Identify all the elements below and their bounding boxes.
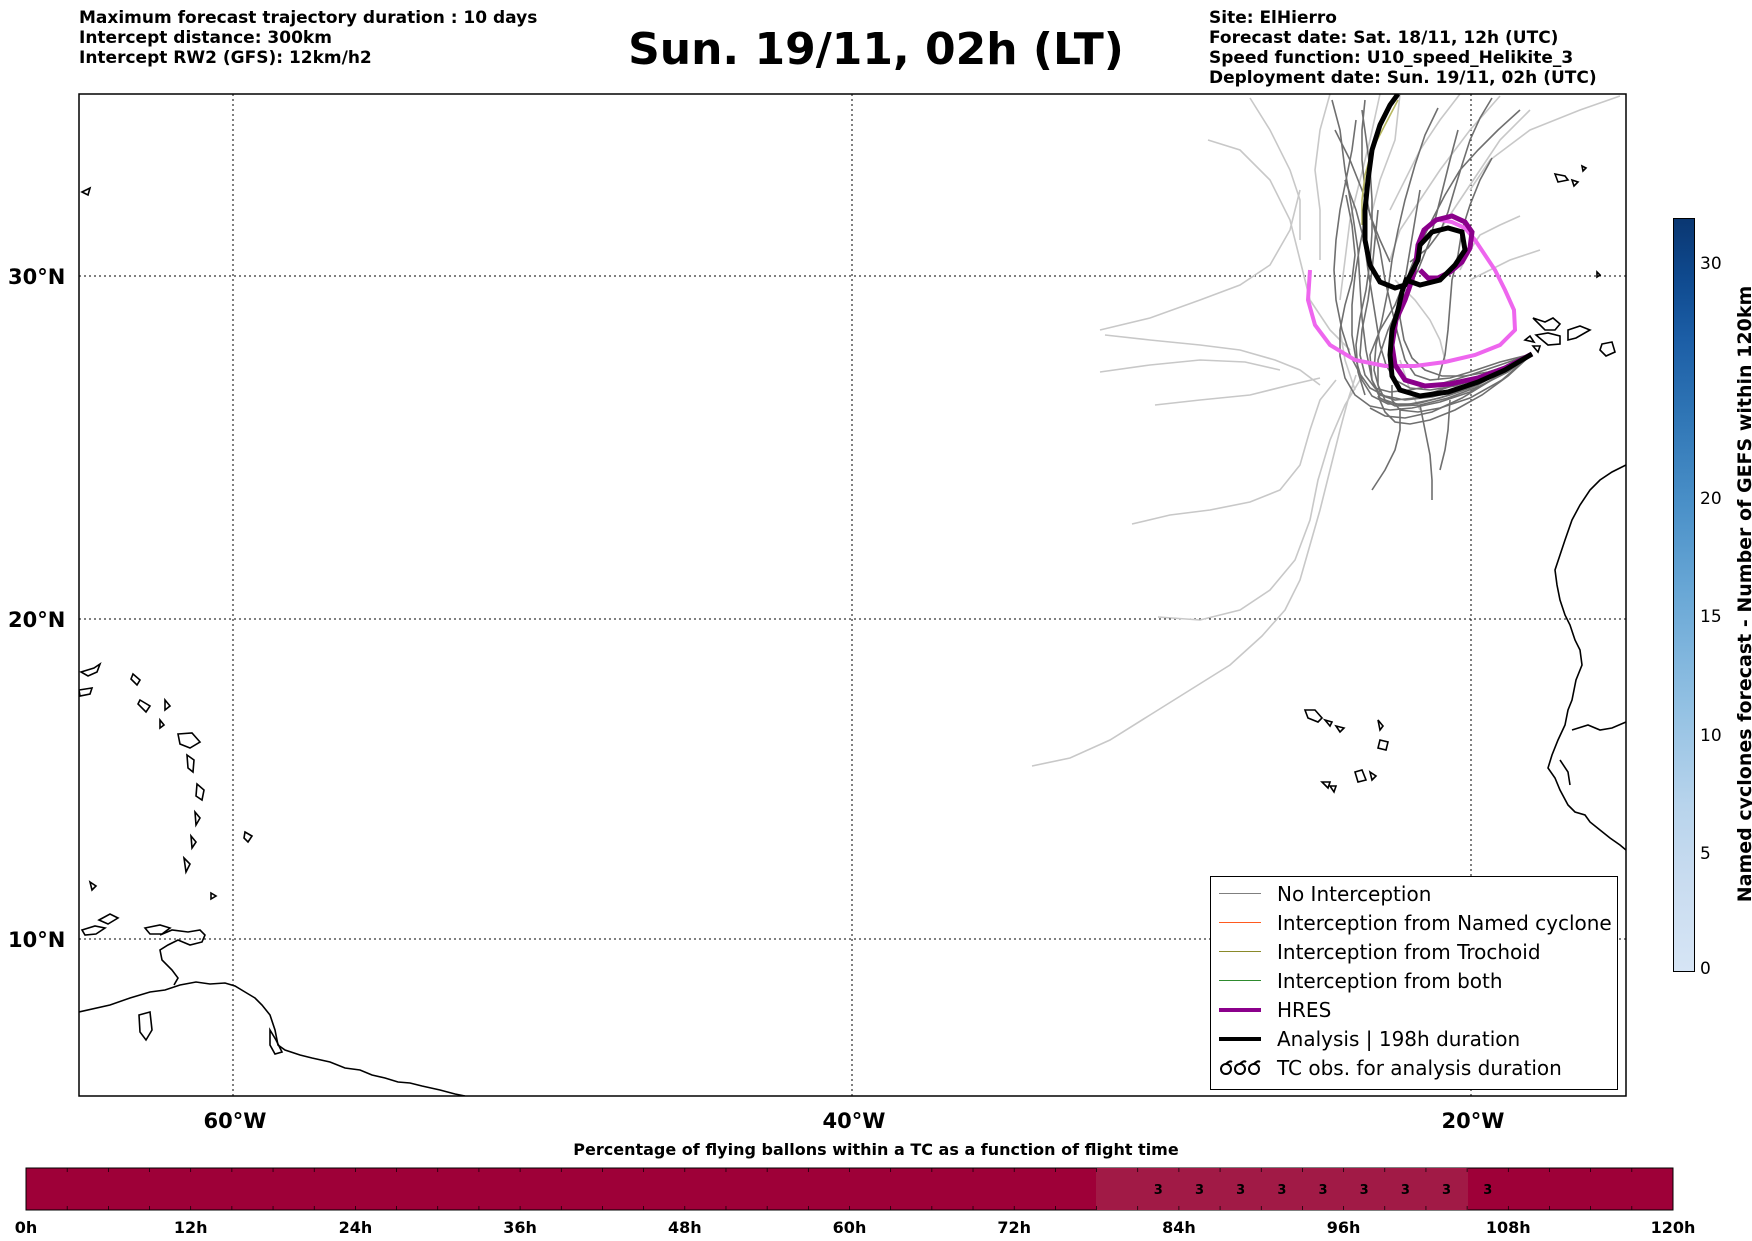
header-left-line: Intercept distance: 300km [79,28,332,48]
lat-label: 20°N [8,608,65,632]
tc-obs-symbol-icon [1220,1060,1261,1075]
header-right-line: Deployment date: Sun. 19/11, 02h (UTC) [1209,68,1597,88]
colorbar-label: Named cyclones forecast - Number of GEFS… [1734,285,1752,903]
header-right-line: Forecast date: Sat. 18/11, 12h (UTC) [1209,28,1559,48]
page-title: Sun. 19/11, 02h (LT) [628,24,1124,75]
legend-label: Analysis | 198h duration [1277,1027,1521,1051]
header-right-line: Site: ElHierro [1209,8,1337,28]
legend-item: HRES [1211,996,1331,1024]
colorbar-tick: 20 [1700,489,1722,509]
lon-labels: 60°W 40°W 20°W [204,1109,1505,1133]
header-right: Site: ElHierro Forecast date: Sat. 18/11… [1209,8,1597,88]
legend-item: Interception from Trochoid [1211,938,1541,966]
coastline-americas [79,186,466,1096]
map-frame [78,93,1627,1097]
legend-item: TC obs. for analysis duration [1211,1054,1562,1082]
lon-label: 20°W [1442,1109,1505,1133]
lat-labels: 30°N 20°N 10°N [8,265,65,952]
legend-line-no-interception [1219,893,1261,894]
colorbar [1673,218,1695,972]
legend-label: No Interception [1277,882,1432,906]
trajectory-pink [1305,218,1518,368]
legend-label: TC obs. for analysis duration [1277,1056,1562,1080]
legend-line-trochoid [1219,951,1261,952]
colorbar-tick: 15 [1700,607,1722,627]
trajectory-analysis [1362,94,1534,399]
legend-item: No Interception [1211,880,1431,908]
legend-line-both [1219,980,1261,981]
coastline-africa [1303,164,1626,851]
header-right-line: Speed function: U10_speed_Helikite_3 [1209,48,1574,68]
colorbar-tick: 10 [1700,726,1722,746]
map-legend: No Interception Interception from Named … [1210,876,1618,1090]
legend-label: HRES [1277,998,1332,1022]
colorbar-tick: 0 [1700,959,1711,979]
colorbar-tick: 5 [1700,844,1711,864]
legend-label: Interception from Named cyclone [1277,911,1612,935]
trajectories-light [1031,94,1621,767]
legend-line-analysis [1219,1037,1261,1041]
legend-line-hres [1219,1008,1261,1012]
header-left: Maximum forecast trajectory duration : 1… [79,8,537,68]
legend-item: Interception from both [1211,967,1503,995]
lon-label: 60°W [204,1109,267,1133]
legend-label: Interception from both [1277,969,1503,993]
legend-item: Interception from Named cyclone [1211,909,1612,937]
progress-bar-title: Percentage of flying ballons within a TC… [573,1140,1179,1159]
legend-label: Interception from Trochoid [1277,940,1541,964]
lat-label: 10°N [8,928,65,952]
header-left-line: Maximum forecast trajectory duration : 1… [79,8,538,28]
legend-item: Analysis | 198h duration [1211,1025,1520,1053]
header-left-line: Intercept RW2 (GFS): 12km/h2 [79,48,372,68]
lon-label: 40°W [823,1109,886,1133]
legend-line-named-cyclone [1219,922,1261,923]
colorbar-tick: 30 [1700,254,1722,274]
lat-label: 30°N [8,265,65,289]
